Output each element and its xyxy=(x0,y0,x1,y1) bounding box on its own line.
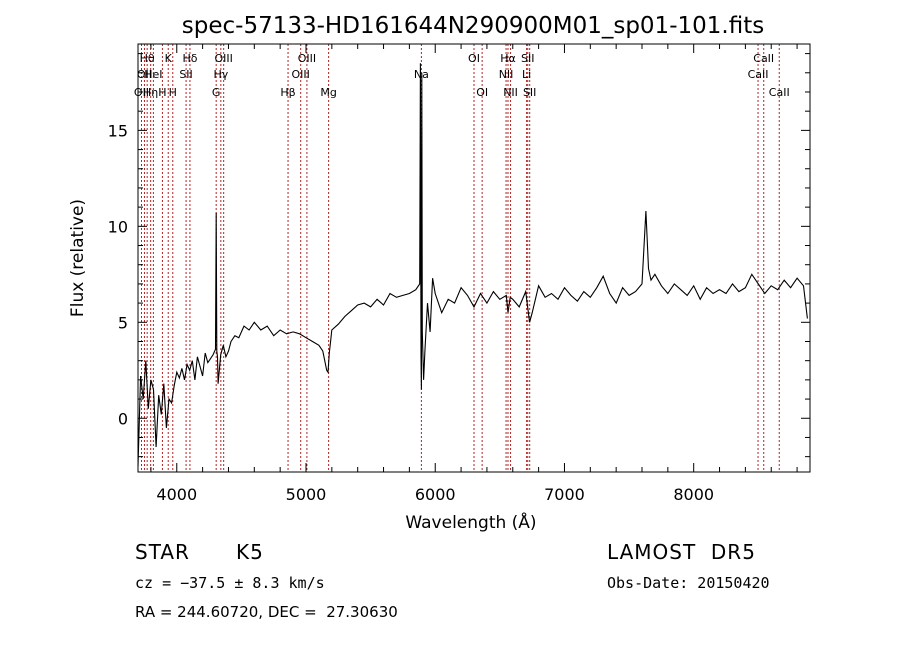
line-label-7: H xyxy=(169,86,177,99)
line-markers xyxy=(140,44,780,472)
line-label-14: OIII xyxy=(292,68,310,81)
line-label-22: NII xyxy=(503,86,518,99)
line-label-8: SII xyxy=(179,68,192,81)
line-label-20: NII xyxy=(499,68,514,81)
redshift-cz: cz = −37.5 ± 8.3 km/s xyxy=(135,574,325,592)
line-label-24: SII xyxy=(521,52,534,65)
y-tick-label-3: 15 xyxy=(108,121,128,140)
line-label-2: Hθ xyxy=(140,52,155,65)
x-tick-label-1: 5000 xyxy=(286,485,327,504)
line-label-18: OI xyxy=(468,52,480,65)
line-label-12: OIII xyxy=(214,52,232,65)
y-tick-label-0: 0 xyxy=(118,409,128,428)
line-labels: OIIOIIHθHηHeIHKHSIIHδGHγOIIIHβOIIIOIIIMg… xyxy=(134,52,790,99)
survey-label: LAMOST DR5 xyxy=(607,540,756,564)
spectrum-line xyxy=(137,63,808,467)
line-label-11: Hγ xyxy=(213,68,228,81)
object-class: STAR xyxy=(135,540,190,564)
line-label-27: CaII xyxy=(753,52,774,65)
x-tick-label-2: 6000 xyxy=(415,485,456,504)
line-label-5: H xyxy=(158,86,166,99)
obs-date: Obs-Date: 20150420 xyxy=(607,574,770,592)
line-label-25: SII xyxy=(523,86,536,99)
x-axis: 4000 5000 6000 7000 8000 xyxy=(150,44,798,504)
line-label-4: HeI xyxy=(144,68,162,81)
object-subclass: K5 xyxy=(236,540,264,564)
chart-title: spec-57133-HD161644N290900M01_sp01-101.f… xyxy=(182,13,764,39)
line-label-15: OIII xyxy=(298,52,316,65)
line-label-16: Mg xyxy=(320,86,336,99)
line-label-1: OII xyxy=(137,68,152,81)
x-tick-label-3: 7000 xyxy=(544,485,585,504)
line-label-19: OI xyxy=(476,86,488,99)
ra-dec: RA = 244.60720, DEC = 27.30630 xyxy=(135,603,398,621)
line-label-26: CaII xyxy=(748,68,769,81)
x-tick-label-4: 8000 xyxy=(673,485,714,504)
line-label-3: Hη xyxy=(143,86,158,99)
line-label-23: Li xyxy=(522,68,531,81)
line-label-13: Hβ xyxy=(280,86,295,99)
line-label-10: G xyxy=(212,86,221,99)
plot-frame xyxy=(137,43,811,473)
line-label-21: Hα xyxy=(500,52,516,65)
line-label-6: K xyxy=(165,52,173,65)
y-axis: 0 5 10 15 xyxy=(108,53,810,458)
line-label-9: Hδ xyxy=(182,52,197,65)
line-label-28: CaII xyxy=(769,86,790,99)
y-tick-label-2: 10 xyxy=(108,217,128,236)
y-axis-label: Flux (relative) xyxy=(68,199,88,317)
x-axis-label: Wavelength (Å) xyxy=(405,511,536,533)
x-tick-label-0: 4000 xyxy=(156,485,197,504)
y-tick-label-1: 5 xyxy=(118,313,128,332)
